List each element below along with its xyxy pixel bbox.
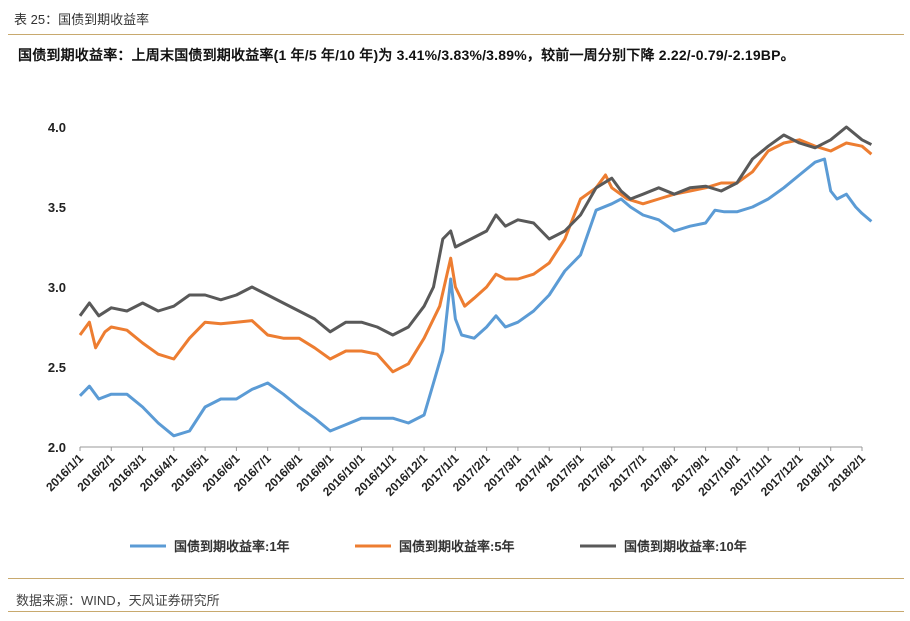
- legend-label: 国债到期收益率:5年: [399, 539, 515, 554]
- series-lines: [78, 125, 873, 438]
- series-line-1: [78, 157, 873, 438]
- footer-divider: [8, 578, 904, 579]
- y-tick-label: 3.0: [48, 280, 66, 295]
- y-tick-label: 4.0: [48, 120, 66, 135]
- y-tick-label: 3.5: [48, 200, 66, 215]
- figure-caption: 表 25：国债到期收益率: [14, 12, 150, 27]
- series-line-3: [78, 125, 873, 337]
- y-tick-label: 2.0: [48, 440, 66, 455]
- legend-label: 国债到期收益率:10年: [624, 539, 747, 554]
- bottom-divider: [8, 611, 904, 612]
- yield-line-chart: 2.02.53.03.54.02016/1/12016/2/12016/3/12…: [43, 120, 873, 554]
- chart-area: 2.0 2.5 3.0 3.5 4.0 2016/1/1 2016/2/1 2016/3/1 2…: [0, 95, 910, 575]
- series-line-2: [78, 138, 873, 374]
- source-note: 数据来源：WIND，天风证券研究所: [16, 593, 220, 608]
- headline: 国债到期收益率：上周末国债到期收益率(1 年/5 年/10 年)为 3.41%/…: [18, 47, 795, 63]
- y-tick-label: 2.5: [48, 360, 66, 375]
- legend: 国债到期收益率:1年 国债到期收益率:5年 国债到期收益率:10年: [130, 539, 747, 554]
- legend-label: 国债到期收益率:1年: [174, 539, 290, 554]
- caption-divider: [8, 34, 904, 35]
